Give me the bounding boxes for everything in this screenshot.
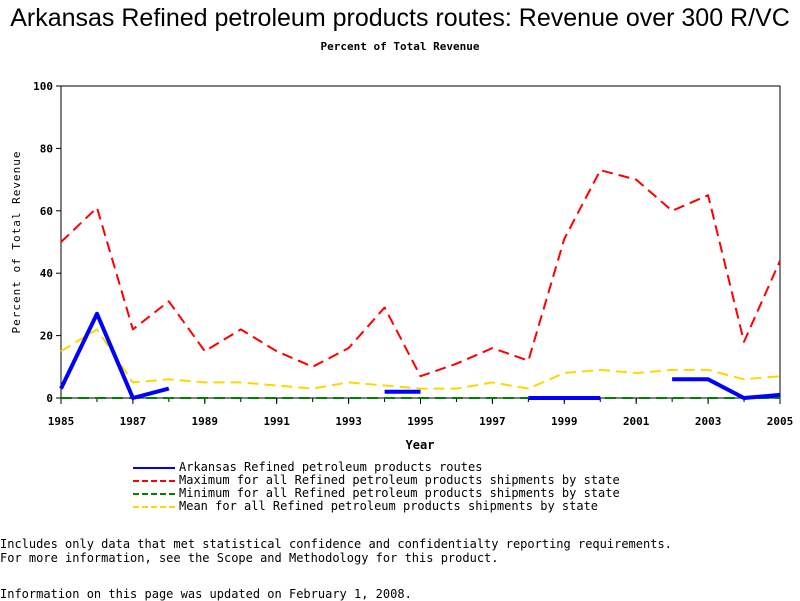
chart-subtitle: Percent of Total Revenue bbox=[320, 40, 480, 53]
series-line bbox=[60, 328, 781, 390]
legend: Arkansas Refined petroleum products rout… bbox=[133, 461, 620, 513]
x-tick-label: 1991 bbox=[263, 415, 290, 428]
series-line bbox=[59, 311, 170, 400]
y-tick-label: 40 bbox=[40, 267, 53, 280]
updated-note: Information on this page was updated on … bbox=[0, 587, 412, 601]
series-line bbox=[672, 377, 781, 400]
x-tick-label: 1989 bbox=[192, 415, 219, 428]
plot-area-frame bbox=[60, 85, 781, 399]
x-tick-label: 1985 bbox=[48, 415, 75, 428]
legend-item-3: Minimum for all Refined petroleum produc… bbox=[133, 487, 620, 500]
legend-item-1: Arkansas Refined petroleum products rout… bbox=[133, 461, 620, 474]
series-layer bbox=[59, 169, 781, 400]
note-methodology: For more information, see the Scope and … bbox=[0, 551, 499, 565]
footnotes: Includes only data that met statistical … bbox=[0, 537, 672, 565]
legend-label: Minimum for all Refined petroleum produc… bbox=[179, 486, 620, 500]
x-tick-label: 1987 bbox=[120, 415, 147, 428]
legend-item-4: Mean for all Refined petroleum products … bbox=[133, 500, 620, 513]
y-tick-label: 20 bbox=[40, 330, 53, 343]
x-tick-label: 1993 bbox=[335, 415, 362, 428]
x-tick-label: 1995 bbox=[407, 415, 434, 428]
series-2 bbox=[60, 169, 781, 378]
legend-label: Mean for all Refined petroleum products … bbox=[179, 499, 599, 513]
legend-swatch bbox=[133, 466, 175, 469]
legend-label: Maximum for all Refined petroleum produc… bbox=[179, 473, 620, 487]
legend-label: Arkansas Refined petroleum products rout… bbox=[179, 460, 483, 474]
series-4 bbox=[60, 328, 781, 390]
x-tick-label: 2003 bbox=[695, 415, 722, 428]
legend-item-2: Maximum for all Refined petroleum produc… bbox=[133, 474, 620, 487]
legend-swatch bbox=[133, 505, 175, 508]
x-tick-label: 2001 bbox=[623, 415, 650, 428]
x-tick-label: 2005 bbox=[767, 415, 794, 428]
chart-title: Arkansas Refined petroleum products rout… bbox=[10, 4, 790, 32]
series-line bbox=[60, 169, 781, 378]
y-axis: 0 20 40 60 80 100 bbox=[33, 80, 61, 405]
y-axis-label: Percent of Total Revenue bbox=[10, 151, 23, 334]
line-chart: 0 20 40 60 80 100 1985 1987 1989 1991 1993 1995 199… bbox=[10, 80, 794, 452]
legend-swatch bbox=[133, 479, 175, 482]
y-tick-label: 100 bbox=[33, 80, 53, 93]
legend-swatch bbox=[133, 492, 175, 495]
note-confidence: Includes only data that met statistical … bbox=[0, 537, 672, 551]
y-tick-label: 80 bbox=[40, 142, 53, 155]
x-axis-label: Year bbox=[406, 438, 435, 452]
series-1 bbox=[59, 311, 781, 400]
x-axis: 1985 1987 1989 1991 1993 1995 1997 1999 2001 2003… bbox=[48, 398, 794, 428]
x-tick-label: 1997 bbox=[479, 415, 506, 428]
x-tick-label: 1999 bbox=[551, 415, 578, 428]
y-tick-label: 0 bbox=[46, 392, 53, 405]
y-tick-label: 60 bbox=[40, 205, 53, 218]
